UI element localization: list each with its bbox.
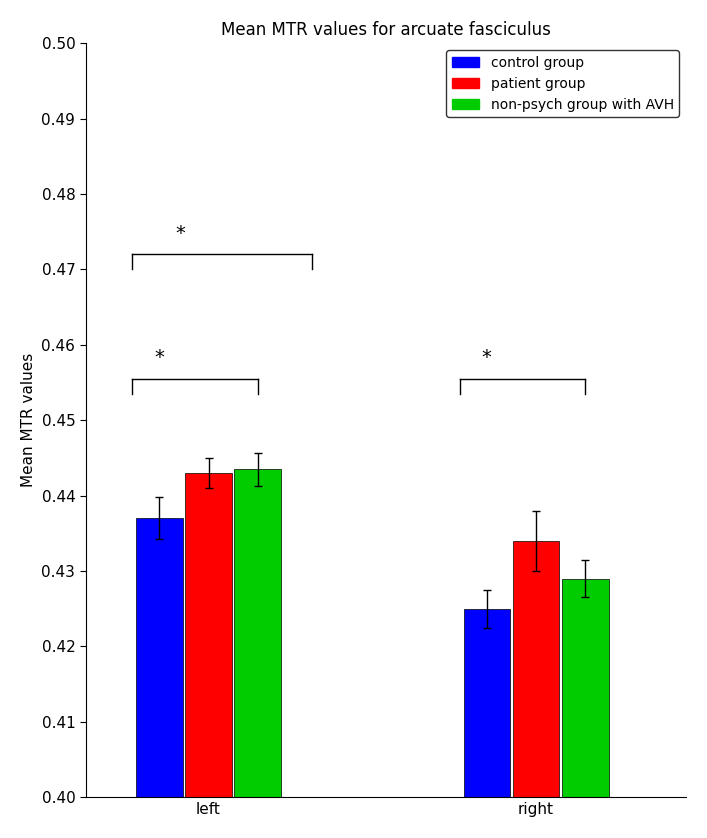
- Bar: [185, 473, 232, 797]
- Y-axis label: Mean MTR values: Mean MTR values: [21, 353, 36, 488]
- Text: *: *: [481, 349, 491, 367]
- Title: Mean MTR values for arcuate fasciculus: Mean MTR values for arcuate fasciculus: [221, 21, 551, 39]
- Bar: [234, 469, 281, 797]
- Bar: [513, 541, 559, 797]
- Text: *: *: [176, 224, 186, 243]
- Bar: [136, 518, 182, 797]
- Text: *: *: [154, 349, 164, 367]
- Legend: control group, patient group, non-psych group with AVH: control group, patient group, non-psych …: [446, 50, 679, 117]
- Bar: [464, 608, 510, 797]
- Bar: [562, 578, 609, 797]
